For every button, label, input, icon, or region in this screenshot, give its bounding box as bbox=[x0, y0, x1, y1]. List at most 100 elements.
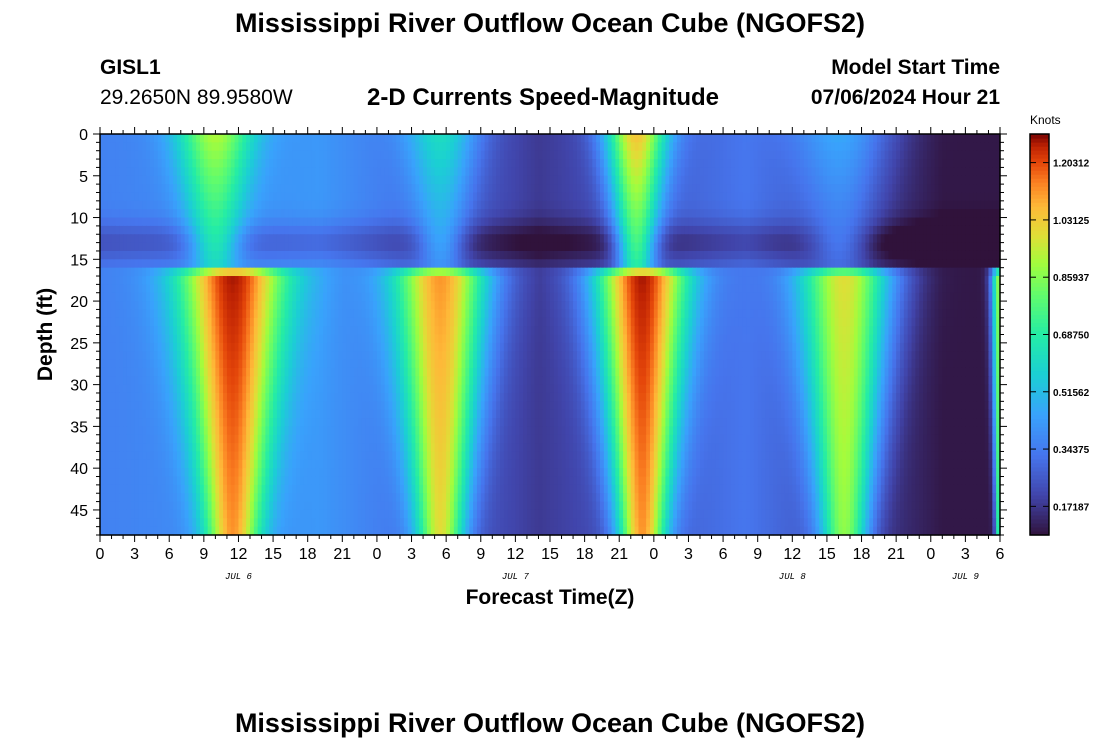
heatmap-cell bbox=[750, 150, 755, 160]
heatmap-cell bbox=[223, 242, 228, 252]
heatmap-cell bbox=[607, 192, 613, 202]
heatmap-cell bbox=[953, 292, 959, 302]
heatmap-cell bbox=[592, 242, 597, 252]
heatmap-cell bbox=[619, 284, 624, 294]
heatmap-cell bbox=[100, 234, 105, 244]
heatmap-cell bbox=[115, 276, 120, 285]
heatmap-cell bbox=[896, 200, 901, 210]
heatmap-cell bbox=[261, 309, 266, 319]
heatmap-cell bbox=[226, 267, 232, 277]
heatmap-cell bbox=[803, 267, 809, 277]
heatmap-cell bbox=[130, 142, 136, 152]
heatmap-cell bbox=[530, 209, 536, 219]
main-title: Mississippi River Outflow Ocean Cube (NG… bbox=[234, 8, 866, 38]
heatmap-cell bbox=[657, 301, 663, 311]
heatmap-cell bbox=[996, 159, 1001, 169]
heatmap-cell bbox=[584, 225, 590, 235]
heatmap-cell bbox=[669, 242, 674, 252]
heatmap-cell bbox=[773, 250, 778, 260]
heatmap-cell bbox=[353, 234, 359, 244]
heatmap-cell bbox=[469, 142, 474, 152]
heatmap-cell bbox=[880, 242, 886, 252]
heatmap-cell bbox=[696, 250, 701, 260]
heatmap-cell bbox=[442, 284, 447, 294]
heatmap-cell bbox=[184, 200, 190, 210]
heatmap-cell bbox=[950, 167, 955, 177]
heatmap-cell bbox=[969, 234, 974, 244]
heatmap-cell bbox=[611, 217, 616, 227]
heatmap-cell bbox=[903, 284, 909, 294]
heatmap-cell bbox=[284, 234, 290, 244]
heatmap-cell bbox=[596, 276, 601, 285]
heatmap-cell bbox=[215, 167, 220, 177]
heatmap-cell bbox=[869, 192, 874, 202]
heatmap-cell bbox=[150, 309, 155, 319]
heatmap-cell bbox=[130, 134, 136, 143]
heatmap-cell bbox=[165, 259, 170, 269]
heatmap-cell bbox=[911, 234, 916, 244]
heatmap-cell bbox=[100, 250, 105, 260]
heatmap-cell bbox=[742, 225, 747, 235]
heatmap-cell bbox=[161, 301, 166, 311]
heatmap-cell bbox=[892, 184, 897, 194]
heatmap-cell bbox=[650, 267, 655, 277]
heatmap-cell bbox=[153, 167, 159, 177]
heatmap-cell bbox=[961, 175, 966, 185]
heatmap-cell bbox=[134, 192, 140, 202]
heatmap-cell bbox=[946, 200, 951, 210]
heatmap-cell bbox=[265, 200, 270, 210]
heatmap-cell bbox=[807, 192, 813, 202]
heatmap-cell bbox=[857, 200, 863, 210]
heatmap-cell bbox=[792, 209, 797, 219]
heatmap-cell bbox=[484, 267, 490, 277]
heatmap-cell bbox=[784, 284, 790, 294]
heatmap-cell bbox=[688, 159, 693, 169]
heatmap-cell bbox=[369, 259, 374, 269]
heatmap-cell bbox=[242, 167, 247, 177]
heatmap-cell bbox=[746, 267, 751, 277]
heatmap-cell bbox=[434, 242, 440, 252]
heatmap-cell bbox=[565, 234, 570, 244]
heatmap-cell bbox=[965, 167, 970, 177]
heatmap-cell bbox=[400, 301, 405, 311]
heatmap-cell bbox=[473, 225, 478, 235]
heatmap-cell bbox=[742, 267, 747, 277]
heatmap-cell bbox=[684, 167, 690, 177]
heatmap-cell bbox=[334, 284, 340, 294]
heatmap-cell bbox=[388, 200, 393, 210]
heatmap-cell bbox=[403, 259, 409, 269]
heatmap-cell bbox=[196, 234, 201, 244]
heatmap-cell bbox=[392, 192, 397, 202]
heatmap-cell bbox=[300, 159, 305, 169]
heatmap-cell bbox=[407, 192, 413, 202]
heatmap-cell bbox=[211, 175, 216, 185]
heatmap-cell bbox=[484, 234, 490, 244]
heatmap-cell bbox=[934, 259, 940, 269]
heatmap-cell bbox=[738, 134, 743, 143]
heatmap-cell bbox=[184, 142, 190, 152]
heatmap-cell bbox=[219, 159, 224, 169]
heatmap-cell bbox=[503, 292, 509, 302]
heatmap-cell bbox=[669, 301, 674, 311]
heatmap-cell bbox=[976, 284, 982, 294]
heatmap-cell bbox=[123, 225, 128, 235]
heatmap-cell bbox=[503, 259, 509, 269]
heatmap-cell bbox=[623, 276, 628, 285]
heatmap-cell bbox=[723, 217, 728, 227]
heatmap-cell bbox=[250, 175, 255, 185]
heatmap-cell bbox=[273, 276, 278, 285]
heatmap-cell bbox=[153, 200, 159, 210]
heatmap-cell bbox=[807, 150, 813, 160]
heatmap-cell bbox=[892, 301, 897, 311]
heatmap-cell bbox=[550, 167, 555, 177]
heatmap-cell bbox=[369, 284, 374, 294]
heatmap-cell bbox=[776, 134, 782, 143]
heatmap-cell bbox=[419, 167, 424, 177]
heatmap-cell bbox=[711, 142, 716, 152]
heatmap-cell bbox=[476, 259, 482, 269]
heatmap-cell bbox=[984, 276, 990, 285]
heatmap-cell bbox=[584, 200, 590, 210]
heatmap-cell bbox=[207, 200, 213, 210]
heatmap-cell bbox=[100, 184, 105, 194]
heatmap-cell bbox=[319, 225, 324, 235]
